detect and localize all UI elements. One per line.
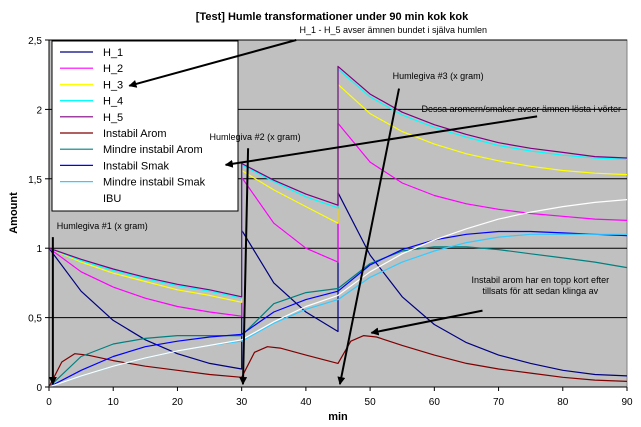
annotation-line: Humlegiva #3 (x gram) (393, 71, 484, 81)
annotation-text: H_1 - H_5 avser ämnen bundet i själva hu… (299, 25, 487, 35)
y-axis-title: Amount (8, 192, 20, 234)
annotation-text: Dessa aromern/smaker avser ämnen lösta i… (421, 104, 621, 114)
annotation-line: Humlegiva #1 (x gram) (57, 221, 148, 231)
x-tick-label: 40 (300, 397, 312, 408)
series-line-h-4 (48, 68, 628, 299)
legend: H_1 H_2 H_3 H_4 H_5 Instabil Arom Mindre insta… (51, 40, 239, 212)
legend-label-instabil-smak: Instabil Smak (103, 160, 170, 172)
legend-label-h-4: H_4 (103, 96, 123, 108)
legend-label-h-3: H_3 (103, 79, 123, 91)
series-line-h-3 (48, 83, 628, 303)
x-tick-label: 80 (557, 397, 569, 408)
legend-label-h-5: H_5 (103, 112, 123, 124)
annotation-arrow (239, 148, 250, 386)
series-lines (48, 65, 628, 388)
chart-title: [Test] Humle transformationer under 90 m… (196, 11, 469, 23)
annotation-text: Humlegiva #1 (x gram) (57, 221, 148, 231)
legend-label-h-2: H_2 (103, 63, 123, 75)
y-tick-label: 0 (36, 383, 42, 394)
annotation-line: Dessa aromern/smaker avser ämnen lösta i… (421, 104, 621, 114)
annotation-line: Instabil arom har en topp kort efter (472, 275, 610, 285)
annotation-text: Humlegiva #3 (x gram) (393, 71, 484, 81)
x-tick-label: 70 (493, 397, 505, 408)
annotation-line: tillsats för att sedan klinga av (483, 286, 599, 296)
x-axis-title: min (328, 411, 348, 423)
annotation-arrow (370, 309, 483, 336)
legend-label-h-1: H_1 (103, 47, 123, 59)
x-tick-label: 60 (429, 397, 441, 408)
x-tick-label: 50 (365, 397, 377, 408)
annotations: H_1 - H_5 avser ämnen bundet i själva hu… (48, 25, 621, 386)
annotation-arrow (337, 88, 400, 386)
x-tick-label: 0 (46, 397, 52, 408)
annotation-arrow (128, 39, 297, 88)
axes: 0 10 20 30 40 50 60 70 80 90 0 0,5 1 1,5 2 2,5 (28, 36, 633, 408)
annotation-line: Humlegiva #2 (x gram) (210, 132, 301, 142)
y-tick-label: 1 (36, 244, 42, 255)
annotation-arrow (224, 115, 538, 168)
x-tick-label: 10 (108, 397, 120, 408)
x-tick-label: 90 (621, 397, 633, 408)
series-line-ibu (48, 199, 628, 388)
legend-label-mindre-instabil-smak: Mindre instabil Smak (103, 177, 206, 189)
y-tick-label: 0,5 (28, 314, 42, 325)
x-tick-label: 30 (236, 397, 248, 408)
legend-label-mindre-instabil-arom: Mindre instabil Arom (103, 144, 203, 156)
annotation-text: Instabil arom har en topp kort efter till… (472, 275, 610, 296)
annotation-text: Humlegiva #2 (x gram) (210, 132, 301, 142)
series-line-h-2 (48, 122, 628, 317)
x-tick-label: 20 (172, 397, 184, 408)
y-tick-label: 1,5 (28, 175, 42, 186)
y-tick-label: 2 (36, 105, 42, 116)
legend-label-instabil-arom: Instabil Arom (103, 128, 167, 140)
series-line-mindre-instabil-arom (48, 246, 628, 388)
series-line-instabil-smak (48, 230, 628, 388)
series-line-instabil-arom (48, 335, 628, 388)
series-line-h-5 (48, 65, 628, 298)
legend-box (51, 40, 239, 212)
legend-label-ibu: IBU (103, 193, 121, 205)
y-tick-label: 2,5 (28, 36, 42, 47)
annotation-line: H_1 - H_5 avser ämnen bundet i själva hu… (299, 25, 487, 35)
